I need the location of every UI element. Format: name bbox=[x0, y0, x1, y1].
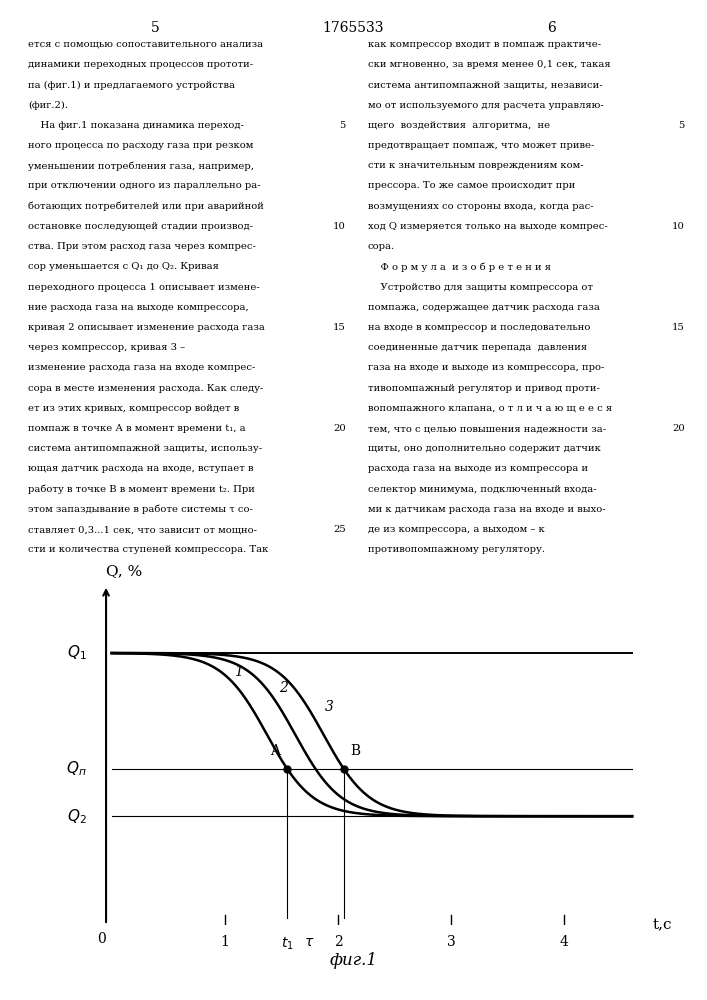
Text: $Q_2$: $Q_2$ bbox=[67, 807, 87, 826]
Text: предотвращает помпаж, что может приве-: предотвращает помпаж, что может приве- bbox=[368, 141, 594, 150]
Text: B: B bbox=[351, 744, 361, 758]
Text: 5: 5 bbox=[679, 121, 685, 130]
Text: сора.: сора. bbox=[368, 242, 395, 251]
Text: вопомпажного клапана, о т л и ч а ю щ е е с я: вопомпажного клапана, о т л и ч а ю щ е … bbox=[368, 404, 612, 413]
Text: 20: 20 bbox=[672, 424, 685, 433]
Text: $Q_1$: $Q_1$ bbox=[67, 644, 87, 662]
Text: динамики переходных процессов прототи-: динамики переходных процессов прототи- bbox=[28, 60, 253, 69]
Text: изменение расхода газа на входе компрес-: изменение расхода газа на входе компрес- bbox=[28, 363, 256, 372]
Text: 1765533: 1765533 bbox=[323, 21, 384, 35]
Text: 2: 2 bbox=[279, 681, 288, 695]
Text: ми к датчикам расхода газа на входе и выхо-: ми к датчикам расхода газа на входе и вы… bbox=[368, 505, 605, 514]
Text: 15: 15 bbox=[333, 323, 346, 332]
Text: щиты, оно дополнительно содержит датчик: щиты, оно дополнительно содержит датчик bbox=[368, 444, 600, 453]
Text: сор уменьшается с Q₁ до Q₂. Кривая: сор уменьшается с Q₁ до Q₂. Кривая bbox=[28, 262, 219, 271]
Text: мо от используемого для расчета управляю-: мо от используемого для расчета управляю… bbox=[368, 101, 603, 110]
Text: 6: 6 bbox=[547, 21, 556, 35]
Text: сти и количества ступеней компрессора. Так: сти и количества ступеней компрессора. Т… bbox=[28, 545, 269, 554]
Text: работу в точке В в момент времени t₂. При: работу в точке В в момент времени t₂. Пр… bbox=[28, 485, 255, 494]
Text: 1: 1 bbox=[221, 935, 229, 949]
Text: соединенные датчик перепада  давления: соединенные датчик перепада давления bbox=[368, 343, 587, 352]
Text: ет из этих кривых, компрессор войдет в: ет из этих кривых, компрессор войдет в bbox=[28, 404, 240, 413]
Text: 10: 10 bbox=[333, 222, 346, 231]
Text: ства. При этом расход газа через компрес-: ства. При этом расход газа через компрес… bbox=[28, 242, 256, 251]
Text: при отключении одного из параллельно ра-: при отключении одного из параллельно ра- bbox=[28, 181, 261, 190]
Text: Q, %: Q, % bbox=[106, 564, 142, 578]
Text: ющая датчик расхода на входе, вступает в: ющая датчик расхода на входе, вступает в bbox=[28, 464, 254, 473]
Text: на входе в компрессор и последовательно: на входе в компрессор и последовательно bbox=[368, 323, 590, 332]
Text: 25: 25 bbox=[333, 525, 346, 534]
Text: ски мгновенно, за время менее 0,1 сек, такая: ски мгновенно, за время менее 0,1 сек, т… bbox=[368, 60, 610, 69]
Text: 5: 5 bbox=[339, 121, 346, 130]
Text: 2: 2 bbox=[334, 935, 342, 949]
Text: ботающих потребителей или при аварийной: ботающих потребителей или при аварийной bbox=[28, 202, 264, 211]
Text: 20: 20 bbox=[333, 424, 346, 433]
Text: остановке последующей стадии производ-: остановке последующей стадии производ- bbox=[28, 222, 253, 231]
Text: ется с помощью сопоставительного анализа: ется с помощью сопоставительного анализа bbox=[28, 40, 264, 49]
Text: как компрессор входит в помпаж практиче-: как компрессор входит в помпаж практиче- bbox=[368, 40, 601, 49]
Text: 15: 15 bbox=[672, 323, 685, 332]
Text: ние расхода газа на выходе компрессора,: ние расхода газа на выходе компрессора, bbox=[28, 303, 249, 312]
Text: расхода газа на выходе из компрессора и: расхода газа на выходе из компрессора и bbox=[368, 464, 588, 473]
Text: щего  воздействия  алгоритма,  не: щего воздействия алгоритма, не bbox=[368, 121, 550, 130]
Text: система антипомпажной защиты, использу-: система антипомпажной защиты, использу- bbox=[28, 444, 262, 453]
Text: тивопомпажный регулятор и привод проти-: тивопомпажный регулятор и привод проти- bbox=[368, 384, 600, 393]
Text: тем, что с целью повышения надежности за-: тем, что с целью повышения надежности за… bbox=[368, 424, 606, 433]
Text: A: A bbox=[270, 744, 280, 758]
Text: 3: 3 bbox=[447, 935, 455, 949]
Text: де из компрессора, а выходом – к: де из компрессора, а выходом – к bbox=[368, 525, 544, 534]
Text: па (фиг.1) и предлагаемого устройства: па (фиг.1) и предлагаемого устройства bbox=[28, 80, 235, 90]
Text: уменьшении потребления газа, например,: уменьшении потребления газа, например, bbox=[28, 161, 255, 171]
Text: $\tau$: $\tau$ bbox=[305, 935, 315, 949]
Text: 4: 4 bbox=[560, 935, 568, 949]
Text: помпажа, содержащее датчик расхода газа: помпажа, содержащее датчик расхода газа bbox=[368, 303, 600, 312]
Text: прессора. То же самое происходит при: прессора. То же самое происходит при bbox=[368, 181, 575, 190]
Text: ход Q измеряется только на выходе компрес-: ход Q измеряется только на выходе компре… bbox=[368, 222, 607, 231]
Text: ставляет 0,3...1 сек, что зависит от мощно-: ставляет 0,3...1 сек, что зависит от мощ… bbox=[28, 525, 257, 534]
Text: кривая 2 описывает изменение расхода газа: кривая 2 описывает изменение расхода газ… bbox=[28, 323, 265, 332]
Text: помпаж в точке А в момент времени t₁, а: помпаж в точке А в момент времени t₁, а bbox=[28, 424, 246, 433]
Text: 10: 10 bbox=[672, 222, 685, 231]
Text: Ф о р м у л а  и з о б р е т е н и я: Ф о р м у л а и з о б р е т е н и я bbox=[368, 262, 551, 272]
Text: ного процесса по расходу газа при резком: ного процесса по расходу газа при резком bbox=[28, 141, 254, 150]
Text: селектор минимума, подключенный входа-: селектор минимума, подключенный входа- bbox=[368, 485, 596, 494]
Text: 0: 0 bbox=[98, 932, 106, 946]
Text: система антипомпажной защиты, независи-: система антипомпажной защиты, независи- bbox=[368, 80, 602, 89]
Text: $t_1$: $t_1$ bbox=[281, 935, 293, 952]
Text: 5: 5 bbox=[151, 21, 160, 35]
Text: t,c: t,c bbox=[653, 918, 672, 932]
Text: фиг.1: фиг.1 bbox=[329, 952, 378, 969]
Text: переходного процесса 1 описывает измене-: переходного процесса 1 описывает измене- bbox=[28, 283, 260, 292]
Text: 3: 3 bbox=[325, 700, 334, 714]
Text: $Q_п$: $Q_п$ bbox=[66, 759, 87, 778]
Text: 1: 1 bbox=[234, 665, 243, 679]
Text: сти к значительным повреждениям ком-: сти к значительным повреждениям ком- bbox=[368, 161, 583, 170]
Text: противопомпажному регулятору.: противопомпажному регулятору. bbox=[368, 545, 544, 554]
Text: через компрессор, кривая 3 –: через компрессор, кривая 3 – bbox=[28, 343, 185, 352]
Text: Устройство для защиты компрессора от: Устройство для защиты компрессора от bbox=[368, 283, 592, 292]
Text: сора в месте изменения расхода. Как следу-: сора в месте изменения расхода. Как след… bbox=[28, 384, 264, 393]
Text: На фиг.1 показана динамика переход-: На фиг.1 показана динамика переход- bbox=[28, 121, 244, 130]
Text: этом запаздывание в работе системы τ со-: этом запаздывание в работе системы τ со- bbox=[28, 505, 253, 514]
Text: (фиг.2).: (фиг.2). bbox=[28, 101, 69, 110]
Text: газа на входе и выходе из компрессора, про-: газа на входе и выходе из компрессора, п… bbox=[368, 363, 604, 372]
Text: возмущениях со стороны входа, когда рас-: возмущениях со стороны входа, когда рас- bbox=[368, 202, 593, 211]
